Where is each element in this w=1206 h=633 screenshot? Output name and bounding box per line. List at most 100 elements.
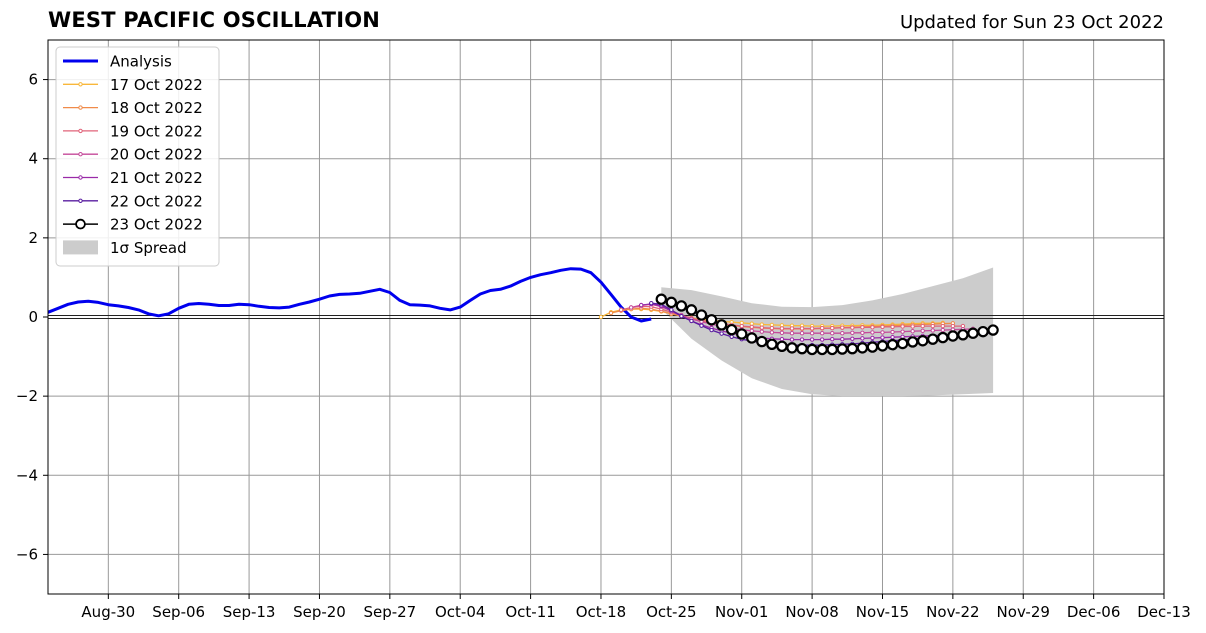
- legend-marker: [78, 105, 83, 110]
- forecast-point: [779, 326, 785, 331]
- forecast-point: [920, 323, 925, 329]
- forecast-point: [739, 323, 744, 329]
- forecast-point: [799, 337, 805, 342]
- forecast-point: [799, 326, 805, 331]
- forecast-point: [860, 330, 865, 336]
- forecast-point: [719, 331, 724, 336]
- analysis-layer: [47, 267, 652, 323]
- x-tick-label: Nov-29: [997, 603, 1050, 621]
- y-tick-label: 6: [28, 71, 38, 89]
- forecast-point: [816, 343, 828, 356]
- forecast-point: [880, 324, 885, 330]
- forecast-point: [896, 337, 909, 350]
- x-tick-label: Dec-13: [1137, 603, 1191, 621]
- forecast-point: [769, 330, 775, 335]
- forecast-point: [947, 330, 959, 342]
- forecast-point: [638, 302, 644, 308]
- forecast-point: [685, 304, 698, 316]
- forecast-point: [850, 336, 855, 341]
- x-tick-label: Dec-06: [1067, 603, 1121, 621]
- forecast-point: [789, 331, 795, 336]
- legend-label: Analysis: [110, 53, 172, 71]
- forecast-point: [809, 337, 815, 342]
- forecast-point: [830, 336, 835, 342]
- forecast-point: [860, 325, 865, 330]
- x-tick-label: Nov-08: [785, 603, 838, 621]
- grid-layer: [48, 40, 1165, 594]
- forecast-point: [977, 325, 989, 338]
- forecast-point: [957, 329, 969, 341]
- forecast-layer: [598, 293, 999, 356]
- legend-label: 23 Oct 2022: [110, 216, 203, 234]
- forecast-point: [779, 336, 785, 342]
- forecast-point: [819, 337, 825, 342]
- x-tick-label: Nov-01: [715, 603, 768, 621]
- forecast-point: [789, 326, 795, 331]
- forecast-point: [655, 293, 667, 305]
- x-tick-label: Sep-13: [223, 603, 276, 621]
- forecast-point: [920, 328, 925, 334]
- x-tick-label: Sep-20: [293, 603, 346, 621]
- forecast-point: [749, 324, 754, 330]
- legend-marker: [78, 82, 83, 87]
- forecast-point: [910, 324, 915, 329]
- forecast-point: [675, 300, 688, 312]
- chart-subtitle: Updated for Sun 23 Oct 2022: [899, 12, 1164, 33]
- forecast-point: [890, 334, 895, 340]
- x-tick-label: Sep-27: [363, 603, 416, 621]
- forecast-point: [649, 300, 654, 306]
- legend-marker: [78, 152, 83, 157]
- forecast-point: [846, 342, 859, 355]
- forecast-point: [628, 305, 634, 310]
- forecast-point: [987, 324, 999, 336]
- forecast-point: [799, 331, 805, 336]
- forecast-point: [930, 328, 935, 333]
- forecast-point: [759, 325, 765, 330]
- forecast-point: [870, 335, 875, 341]
- forecast-point: [830, 325, 835, 331]
- x-tick-label: Oct-11: [505, 603, 555, 621]
- forecast-point: [809, 326, 815, 331]
- forecast-point: [950, 323, 956, 329]
- legend-label: 22 Oct 2022: [110, 192, 203, 210]
- legend: Analysis 17 Oct 2022 18 Oct 2022 19 Oct 202…: [55, 46, 220, 267]
- forecast-point: [779, 330, 785, 336]
- forecast-point: [819, 325, 825, 331]
- forecast-point: [900, 324, 905, 329]
- y-tick-label: 0: [28, 308, 38, 326]
- x-tick-label: Nov-22: [926, 603, 979, 621]
- forecast-point: [850, 325, 855, 330]
- forecast-point: [769, 325, 775, 331]
- forecast-point: [870, 325, 875, 330]
- forecast-point: [715, 319, 728, 331]
- legend-label: 17 Oct 2022: [110, 76, 203, 94]
- forecast-point: [796, 342, 808, 355]
- x-tick-label: Oct-25: [646, 603, 696, 621]
- legend-label: 19 Oct 2022: [110, 122, 203, 140]
- forecast-point: [930, 323, 935, 329]
- forecast-point: [890, 324, 895, 330]
- forecast-point: [618, 307, 624, 313]
- legend-box: [55, 46, 220, 267]
- forecast-point: [850, 330, 855, 336]
- axis-ticks: Aug-30 Sep-06 Sep-13 Sep-20 Sep-27 Oct-04 Oct-…: [16, 71, 1191, 621]
- analysis-line: [47, 267, 652, 323]
- forecast-point: [679, 314, 684, 319]
- y-tick-label: 2: [28, 229, 38, 247]
- forecast-point: [906, 336, 919, 348]
- chart-title: WEST PACIFIC OSCILLATION: [48, 8, 381, 32]
- forecast-point: [736, 328, 748, 340]
- forecast-point: [856, 342, 869, 354]
- forecast-point: [880, 335, 885, 340]
- forecast-point: [826, 343, 838, 356]
- forecast-point: [729, 334, 734, 339]
- spread-band: [661, 267, 994, 397]
- forecast-point: [870, 330, 875, 335]
- forecast-point: [890, 329, 895, 335]
- forecast-point: [840, 331, 845, 336]
- x-tick-label: Nov-15: [856, 603, 909, 621]
- x-tick-label: Aug-30: [81, 603, 135, 621]
- forecast-point: [695, 309, 708, 321]
- legend-marker: [78, 128, 83, 134]
